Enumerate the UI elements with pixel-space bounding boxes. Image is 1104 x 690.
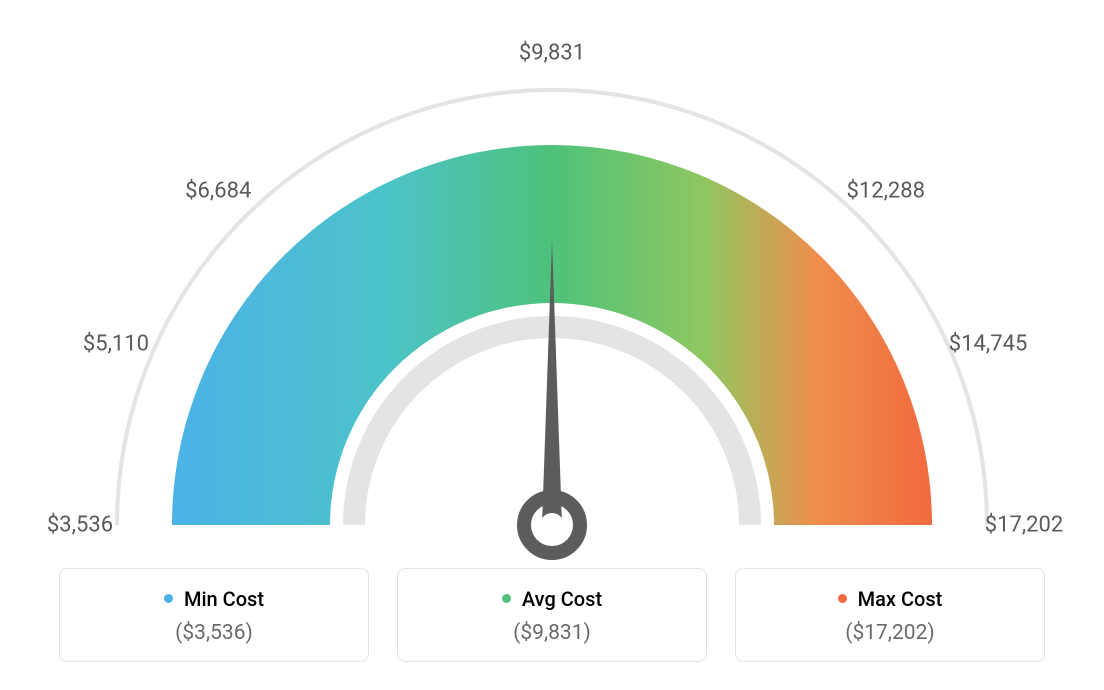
avg-cost-card: Avg Cost ($9,831) (397, 568, 707, 662)
avg-cost-title: Avg Cost (398, 587, 706, 611)
avg-cost-label: Avg Cost (522, 587, 602, 611)
max-cost-value: ($17,202) (736, 621, 1044, 645)
max-cost-title: Max Cost (736, 587, 1044, 611)
min-cost-dot-icon (164, 594, 173, 603)
min-cost-value: ($3,536) (60, 621, 368, 645)
max-cost-dot-icon (838, 594, 847, 603)
avg-cost-value: ($9,831) (398, 621, 706, 645)
min-cost-label: Min Cost (184, 587, 264, 611)
min-cost-card: Min Cost ($3,536) (59, 568, 369, 662)
scale-label: $12,288 (846, 179, 925, 204)
avg-cost-dot-icon (502, 594, 511, 603)
scale-label: $5,110 (83, 332, 149, 357)
gauge-svg (0, 0, 1104, 560)
scale-label: $6,684 (185, 179, 251, 204)
scale-label: $3,536 (47, 513, 113, 538)
scale-label: $9,831 (519, 41, 585, 66)
max-cost-card: Max Cost ($17,202) (735, 568, 1045, 662)
scale-label: $14,745 (949, 332, 1028, 357)
scale-label: $17,202 (985, 513, 1064, 538)
summary-cards: Min Cost ($3,536) Avg Cost ($9,831) Max … (0, 568, 1104, 662)
gauge-chart: $3,536 $5,110 $6,684 $9,831 $12,288 $14,745 $1… (0, 0, 1104, 560)
max-cost-label: Max Cost (858, 587, 943, 611)
min-cost-title: Min Cost (60, 587, 368, 611)
